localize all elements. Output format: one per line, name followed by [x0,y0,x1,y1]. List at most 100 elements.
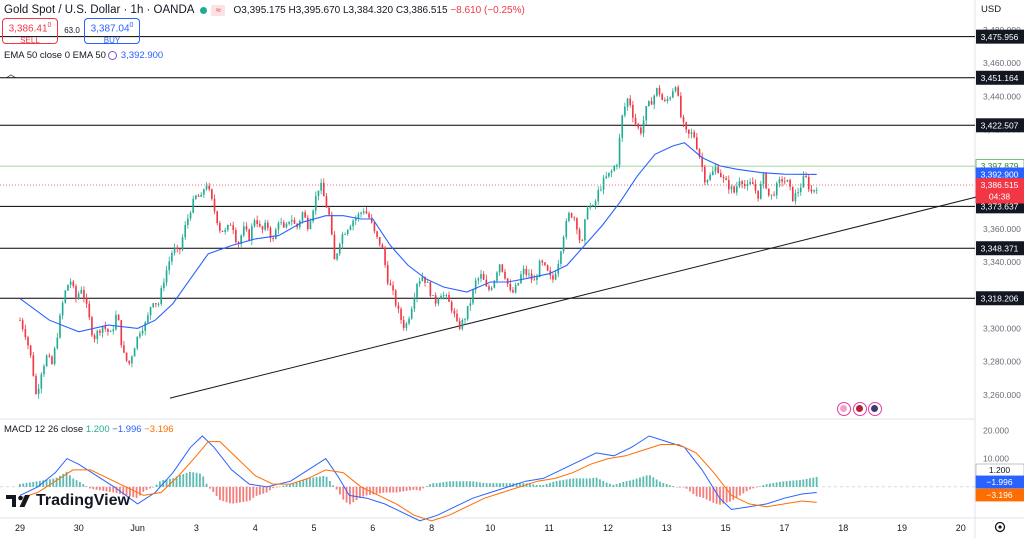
ema-legend[interactable]: EMA 50 close 0 EMA 50 3,392.900 [4,50,163,61]
macd-histogram-bar [325,476,328,487]
low-value: L3,384.320 [343,4,394,16]
candle-body [245,226,248,230]
buy-button[interactable]: 3,387.040 BUY [84,18,140,45]
price-tick-label: 3,340.000 [983,257,1021,267]
candle-body [600,189,602,191]
candle-body [120,320,123,346]
macd-badge [975,475,1024,489]
candle-body [672,91,674,98]
candle-body [453,310,456,314]
macd-histogram-bar [255,486,258,496]
candle-body [810,189,813,192]
news-flash-icon[interactable] [837,402,851,416]
candle-body [219,223,221,231]
level-badge [976,241,1024,256]
indicator-settings-icon[interactable] [107,51,117,60]
macd-histogram-bar [692,486,695,495]
settings-gear-icon[interactable] [993,520,1007,534]
macd-histogram-bar [559,480,561,487]
candle-body [696,137,698,150]
macd-histogram-bar [35,481,38,487]
macd-histogram-bar [405,486,408,491]
macd-histogram-bar [462,481,465,487]
macd-badge-label: −1.996 [986,477,1013,487]
macd-histogram-bar [532,484,535,487]
candle-body [709,175,711,180]
time-tick-label: 5 [311,523,316,533]
candle-body [410,308,413,319]
candle-body [261,226,264,230]
candle-body [560,251,562,264]
macd-histogram-bar [499,483,501,487]
candle-body [187,218,189,225]
currency-selector[interactable]: USD [981,4,1002,15]
macd-histogram-bar [85,486,88,487]
candle-body [815,189,818,191]
sell-label: SELL [20,36,40,46]
candle-body [504,271,506,279]
candle-body [349,226,352,230]
macd-histogram-bar [752,486,755,489]
candle-body [189,212,192,219]
us-flag-event-icon-2[interactable] [868,402,882,416]
candle-body [741,181,743,185]
symbol-title[interactable]: Gold Spot / U.S. Dollar · 1h · OANDA [4,4,195,16]
macd-histogram-bar [355,486,358,501]
macd-histogram-bar [89,486,91,489]
candle-body [272,238,274,239]
candle-body [735,186,738,193]
price-badge [975,189,1024,204]
candle-body [573,217,576,219]
macd-histogram-bar [685,486,688,489]
collapse-chevron-icon[interactable]: ︿ [6,69,16,79]
macd-histogram-bar [109,486,111,492]
candle-body [562,236,565,252]
candle-body [456,313,458,322]
candle-body [352,220,354,227]
macd-histogram-bar [545,483,548,487]
candle-body [394,290,397,306]
candle-body [442,295,445,297]
us-flag-event-icon[interactable] [853,402,867,416]
candle-body [312,210,314,222]
macd-histogram-bar [535,484,538,487]
candle-body [717,167,719,173]
candle-body [152,303,155,308]
macd-histogram-bar [425,486,428,487]
macd-histogram-bar [282,485,285,487]
sell-button[interactable]: 3,386.410 SELL [2,18,58,46]
candle-body [123,345,125,353]
tradingview-logo[interactable]: TradingView [6,492,130,510]
candle-body [645,106,648,121]
macd-histogram-bar [415,486,418,491]
candle-body [789,179,791,187]
level-badge [976,118,1024,133]
candle-body [192,198,195,213]
macd-histogram-bar [725,486,728,503]
candle-body [541,260,544,263]
candle-body [674,87,677,92]
candle-body [648,101,650,107]
macd-histogram-bar [745,486,748,492]
time-tick-label: 30 [74,523,84,533]
macd-legend[interactable]: MACD 12 26 close 1.200 −1.996 −3.196 [4,424,174,435]
candle-body [362,211,365,213]
time-tick-label: 15 [721,523,731,533]
candle-body [195,195,197,199]
candle-body [200,194,203,197]
macd-histogram-bar [332,485,335,487]
candle-body [704,166,706,183]
macd-histogram-bar [805,478,808,487]
candle-body [613,166,616,171]
candle-body [115,314,117,330]
candle-body [328,207,330,215]
macd-histogram-bar [712,486,715,503]
candle-body [677,87,679,96]
candle-body [360,212,362,214]
candle-body [397,305,400,309]
macd-histogram-bar [739,486,741,496]
macd-histogram-bar [422,486,425,489]
macd-histogram-bar [655,479,658,487]
macd-histogram-bar [379,486,381,494]
